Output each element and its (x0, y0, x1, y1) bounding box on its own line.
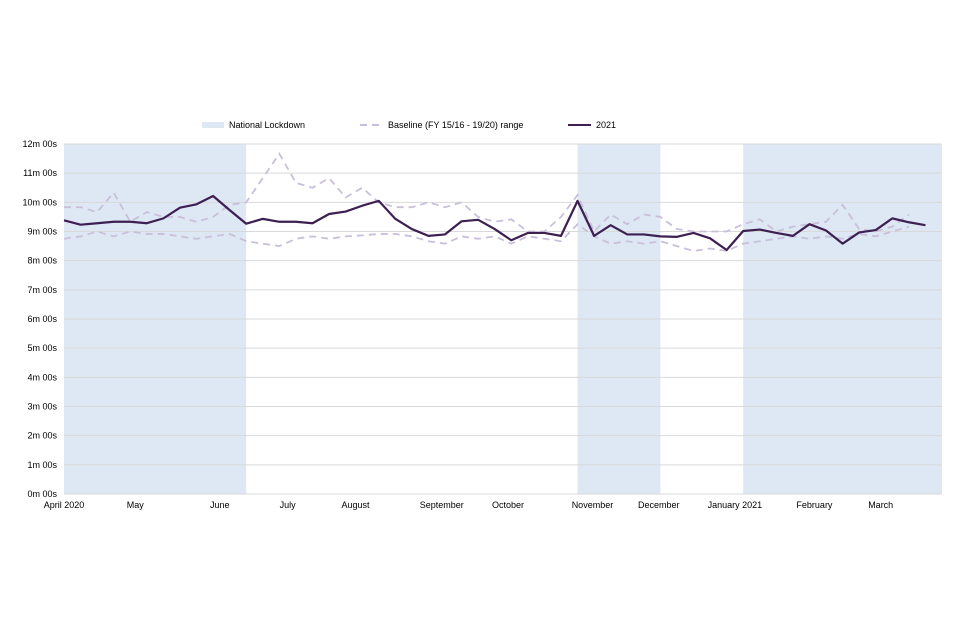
y-tick-label: 0m 00s (27, 489, 57, 499)
y-tick-label: 11m 00s (23, 168, 57, 178)
legend: National Lockdown Baseline (FY 15/16 - 1… (202, 120, 616, 130)
x-tick-label: March (868, 500, 893, 510)
axis-labels: 0m 00s 1m 00s 2m 00s 3m 00s 4m 00s 5m 00s 6m 0… (22, 139, 893, 510)
x-tick-label: January 2021 (708, 500, 763, 510)
x-tick-label: July (280, 500, 297, 510)
series-2021-line (63, 194, 926, 252)
y-tick-label: 9m 00s (27, 227, 57, 237)
gridlines (64, 143, 942, 495)
series-lines (63, 152, 926, 252)
y-tick-label: 3m 00s (27, 402, 57, 412)
x-tick-label: April 2020 (44, 500, 85, 510)
x-tick-label: September (420, 500, 464, 510)
legend-lockdown-swatch (202, 122, 224, 128)
series-baseline-upper-line (64, 152, 910, 234)
y-tick-label: 4m 00s (27, 372, 57, 382)
y-tick-label: 7m 00s (27, 285, 57, 295)
legend-2021-label: 2021 (596, 120, 616, 130)
x-tick-label: February (796, 500, 833, 510)
y-tick-label: 2m 00s (27, 431, 57, 441)
y-tick-label: 12m 00s (22, 139, 57, 149)
y-tick-label: 6m 00s (27, 314, 57, 324)
legend-baseline-label: Baseline (FY 15/16 - 19/20) range (388, 120, 523, 130)
y-tick-label: 1m 00s (27, 460, 57, 470)
x-tick-label: May (127, 500, 145, 510)
x-tick-label: December (638, 500, 680, 510)
y-tick-label: 5m 00s (27, 343, 57, 353)
x-tick-label: November (572, 500, 614, 510)
series-baseline-lower-line (63, 223, 910, 252)
legend-lockdown-label: National Lockdown (229, 120, 305, 130)
x-tick-label: June (210, 500, 230, 510)
y-tick-label: 10m 00s (22, 197, 57, 207)
x-tick-label: August (342, 500, 371, 510)
y-tick-label: 8m 00s (27, 256, 57, 266)
x-tick-label: October (492, 500, 524, 510)
